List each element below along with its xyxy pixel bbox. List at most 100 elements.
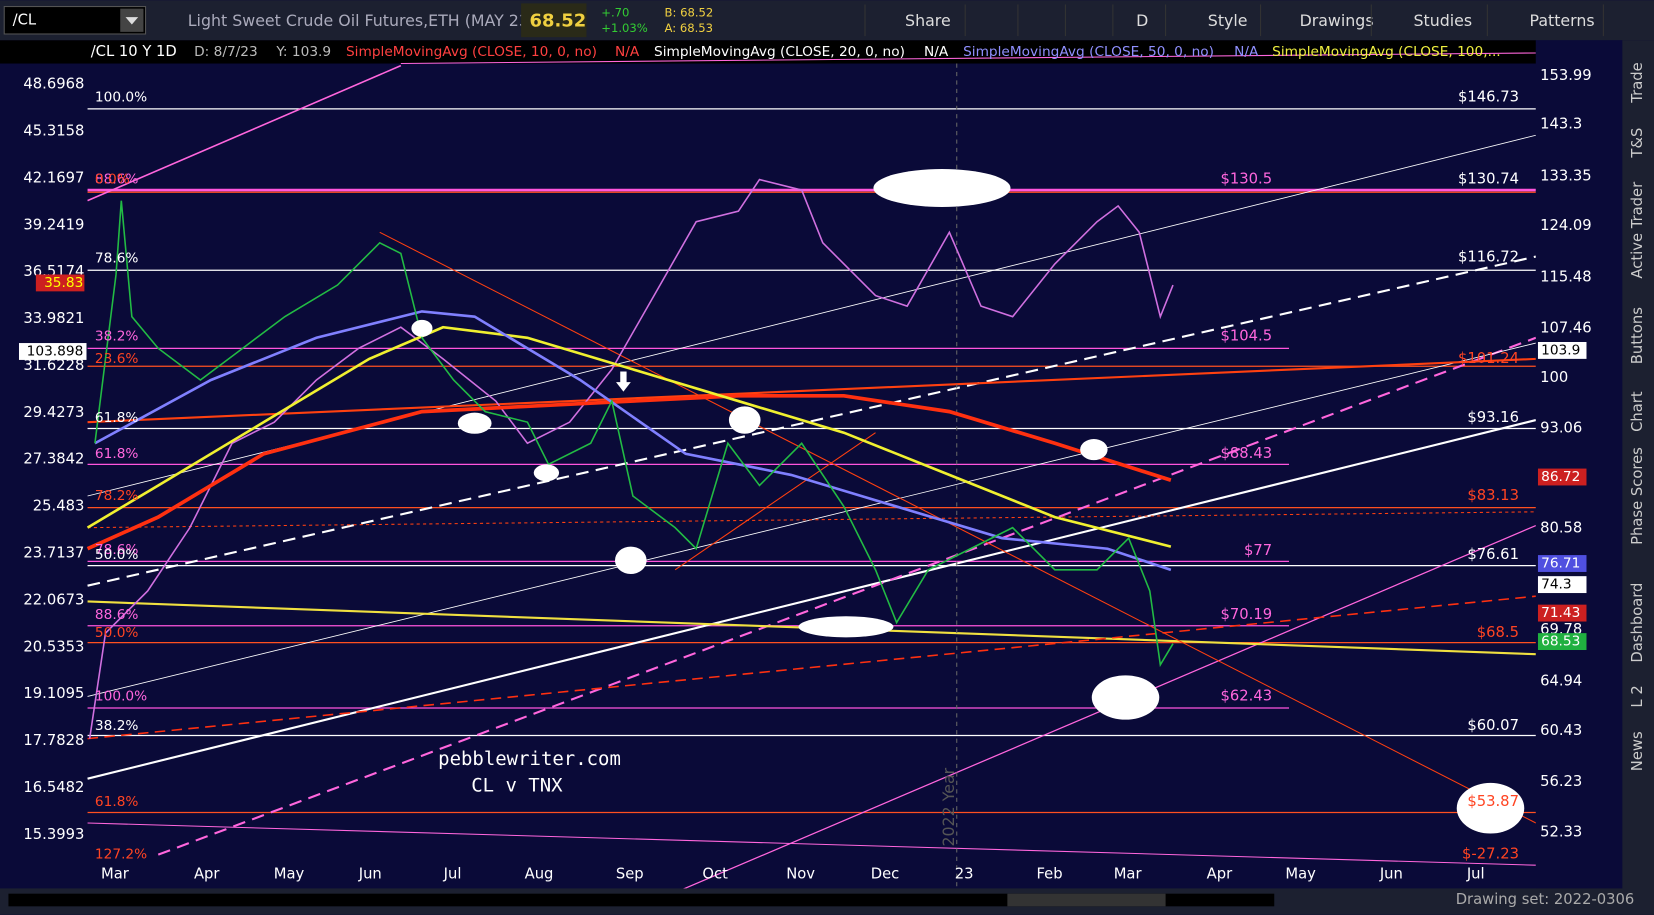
x-axis-label: Oct bbox=[702, 866, 728, 883]
fib-label: 38.2% bbox=[95, 718, 139, 734]
x-axis-label: Sep bbox=[616, 866, 644, 883]
left-axis-label: 17.7828 bbox=[23, 732, 84, 749]
right-axis-label: 115.48 bbox=[1540, 269, 1592, 286]
left-axis-label: 23.7137 bbox=[23, 544, 84, 561]
x-axis-label: Mar bbox=[101, 866, 130, 883]
dropdown-arrow bbox=[125, 17, 139, 25]
right-axis-label: 133.35 bbox=[1540, 167, 1592, 184]
last-box bbox=[521, 3, 587, 38]
highlight-ellipse bbox=[1080, 439, 1108, 461]
right-axis-label: 80.58 bbox=[1540, 520, 1582, 537]
price-curve bbox=[86, 393, 1172, 551]
header-bar bbox=[0, 40, 1536, 64]
right-axis-label: 100 bbox=[1540, 369, 1568, 386]
price-level-label: $77 bbox=[1244, 542, 1272, 559]
fib-label: 50.0% bbox=[95, 547, 139, 563]
toolbar-button[interactable]: Patterns bbox=[1530, 11, 1595, 30]
trend-line bbox=[87, 511, 1536, 529]
trend-line bbox=[157, 336, 1537, 856]
price-level-label: $60.07 bbox=[1467, 717, 1519, 734]
x-axis-label: May bbox=[274, 866, 305, 883]
description: Light Sweet Crude Oil Futures,ETH (MAY 2… bbox=[188, 11, 535, 30]
symbol: /CL bbox=[13, 11, 37, 28]
toolbar-button[interactable]: Share bbox=[905, 11, 951, 30]
toolbar-button[interactable]: Drawings bbox=[1300, 11, 1374, 30]
x-axis-label: Jul bbox=[443, 866, 462, 883]
side-tab[interactable]: T&S bbox=[1629, 128, 1646, 159]
price-level-label: $130.5 bbox=[1221, 171, 1273, 188]
header-y: Y: 103.9 bbox=[275, 44, 331, 60]
toolbar-button[interactable]: D bbox=[1136, 11, 1148, 30]
x-axis-label: Feb bbox=[1037, 866, 1063, 883]
highlight-ellipse bbox=[457, 412, 492, 434]
bid: B: 68.52 bbox=[665, 5, 714, 19]
right-axis-label: 64.94 bbox=[1540, 673, 1582, 690]
right-axis-label: 93.06 bbox=[1540, 419, 1582, 436]
fib-label: 127.2% bbox=[95, 847, 147, 863]
watermark-site: pebblewriter.com bbox=[438, 748, 621, 770]
price-level-label: $76.61 bbox=[1467, 546, 1519, 563]
price-curve bbox=[94, 200, 1174, 668]
study-label: SimpleMovingAvg (CLOSE, 20, 0, no) bbox=[654, 44, 905, 60]
left-axis-box-label: 103.898 bbox=[27, 343, 84, 359]
right-axis-label: 56.23 bbox=[1540, 773, 1582, 790]
price-level-label: $130.74 bbox=[1458, 171, 1519, 188]
right-axis-label: 107.46 bbox=[1540, 319, 1592, 336]
highlight-ellipse bbox=[798, 616, 894, 638]
toolbar-button[interactable]: Style bbox=[1208, 11, 1248, 30]
left-axis-label: 31.6228 bbox=[23, 357, 84, 374]
drawing-set: Drawing set: 2022-0306 bbox=[1456, 891, 1635, 908]
right-axis-box-label: 103.9 bbox=[1541, 342, 1580, 358]
left-axis-label: 29.4273 bbox=[23, 404, 84, 421]
header-symbol: /CL 10 Y 1D bbox=[91, 43, 177, 60]
price-level-label: $68.5 bbox=[1477, 624, 1519, 641]
left-axis-box-label: 35.83 bbox=[44, 275, 83, 291]
side-tab[interactable]: Phase Scores bbox=[1629, 447, 1646, 545]
side-tab[interactable]: Active Trader bbox=[1629, 181, 1646, 279]
x-axis-label: Mar bbox=[1114, 866, 1143, 883]
right-axis-box bbox=[1537, 555, 1587, 572]
price-level-label: $116.72 bbox=[1458, 249, 1519, 266]
right-axis-box bbox=[1537, 604, 1587, 622]
side-tab[interactable]: Buttons bbox=[1629, 307, 1646, 364]
right-axis-box-label: 74.3 bbox=[1541, 577, 1572, 593]
price-level-label: $104.5 bbox=[1221, 328, 1273, 345]
watermark-subtitle: CL v TNX bbox=[471, 775, 563, 797]
right-axis-label: 52.33 bbox=[1540, 823, 1582, 840]
highlight-ellipse bbox=[873, 168, 1011, 207]
fib-label: 61.8% bbox=[95, 446, 139, 462]
toolbar-button[interactable]: Studies bbox=[1413, 11, 1472, 30]
price-curve bbox=[94, 310, 1172, 572]
fib-label: 0.0% bbox=[95, 172, 130, 188]
right-axis-box-label: 68.53 bbox=[1541, 634, 1580, 650]
fib-label: 88.6% bbox=[95, 172, 139, 188]
scrollbar[interactable] bbox=[8, 893, 1275, 907]
study-value: N/A bbox=[1234, 44, 1259, 60]
side-tab[interactable]: News bbox=[1629, 731, 1646, 771]
side-tab[interactable]: Chart bbox=[1629, 391, 1646, 432]
price-level-label: $70.19 bbox=[1221, 606, 1273, 623]
right-axis-label: 124.09 bbox=[1540, 217, 1592, 234]
highlight-ellipse bbox=[1456, 782, 1525, 834]
right-axis-label: 143.3 bbox=[1540, 116, 1582, 133]
left-axis-label: 22.0673 bbox=[23, 591, 84, 608]
side-tab[interactable]: L 2 bbox=[1629, 685, 1646, 707]
scroll-thumb[interactable] bbox=[1007, 893, 1166, 907]
left-axis-box bbox=[35, 274, 85, 292]
fib-label: 78.6% bbox=[95, 251, 139, 267]
right-axis-box-label: 71.43 bbox=[1541, 605, 1580, 621]
side-tab[interactable]: Trade bbox=[1629, 62, 1646, 103]
study-label: SimpleMovingAvg (CLOSE, 10, 0, no) bbox=[346, 44, 597, 60]
fib-label: 50.0% bbox=[95, 625, 139, 641]
right-axis-box bbox=[1537, 633, 1587, 651]
arrow bbox=[616, 371, 631, 392]
right-axis-box-label: 86.72 bbox=[1541, 469, 1580, 485]
change-pct: +1.03% bbox=[601, 21, 648, 35]
side-tab[interactable]: Dashboard bbox=[1629, 583, 1646, 663]
right-axis-label: 60.43 bbox=[1540, 722, 1582, 739]
trend-line bbox=[87, 357, 1536, 424]
right-axis-box bbox=[1537, 341, 1587, 359]
highlight-ellipse bbox=[411, 319, 433, 337]
trend-line bbox=[379, 231, 1537, 824]
x-axis-label: Dec bbox=[871, 866, 900, 883]
